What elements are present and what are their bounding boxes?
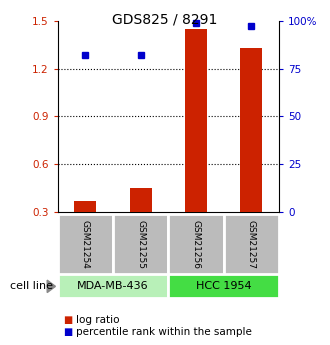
Text: GSM21257: GSM21257: [247, 219, 256, 269]
Bar: [223, 214, 279, 274]
Text: ■: ■: [63, 315, 72, 325]
Text: percentile rank within the sample: percentile rank within the sample: [76, 327, 252, 337]
Polygon shape: [47, 280, 55, 293]
Text: ■: ■: [63, 327, 72, 337]
Text: GSM21254: GSM21254: [81, 220, 90, 268]
Bar: [168, 214, 224, 274]
Text: cell line: cell line: [10, 282, 53, 291]
Bar: [240, 48, 262, 212]
Text: log ratio: log ratio: [76, 315, 119, 325]
Bar: [185, 29, 207, 212]
Bar: [168, 274, 279, 298]
Text: MDA-MB-436: MDA-MB-436: [77, 282, 149, 291]
Bar: [58, 274, 168, 298]
Text: GDS825 / 8291: GDS825 / 8291: [112, 12, 218, 26]
Text: GSM21255: GSM21255: [136, 219, 145, 269]
Bar: [58, 214, 113, 274]
Bar: [113, 214, 168, 274]
Bar: [74, 201, 96, 212]
Text: GSM21256: GSM21256: [191, 219, 200, 269]
Bar: [130, 188, 152, 212]
Text: HCC 1954: HCC 1954: [196, 282, 251, 291]
